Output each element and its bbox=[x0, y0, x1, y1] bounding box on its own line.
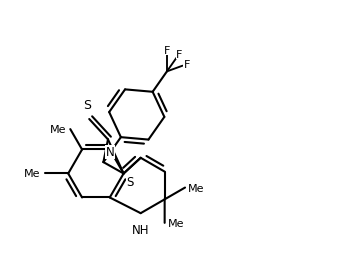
Text: F: F bbox=[176, 50, 183, 59]
Text: Me: Me bbox=[24, 169, 41, 179]
Text: N: N bbox=[105, 146, 114, 158]
Text: S: S bbox=[83, 99, 91, 112]
Text: F: F bbox=[184, 60, 190, 70]
Text: NH: NH bbox=[132, 223, 149, 236]
Text: Me: Me bbox=[50, 125, 66, 135]
Text: S: S bbox=[127, 176, 134, 189]
Text: Me: Me bbox=[168, 218, 184, 228]
Text: Me: Me bbox=[188, 183, 204, 193]
Text: F: F bbox=[164, 46, 170, 56]
